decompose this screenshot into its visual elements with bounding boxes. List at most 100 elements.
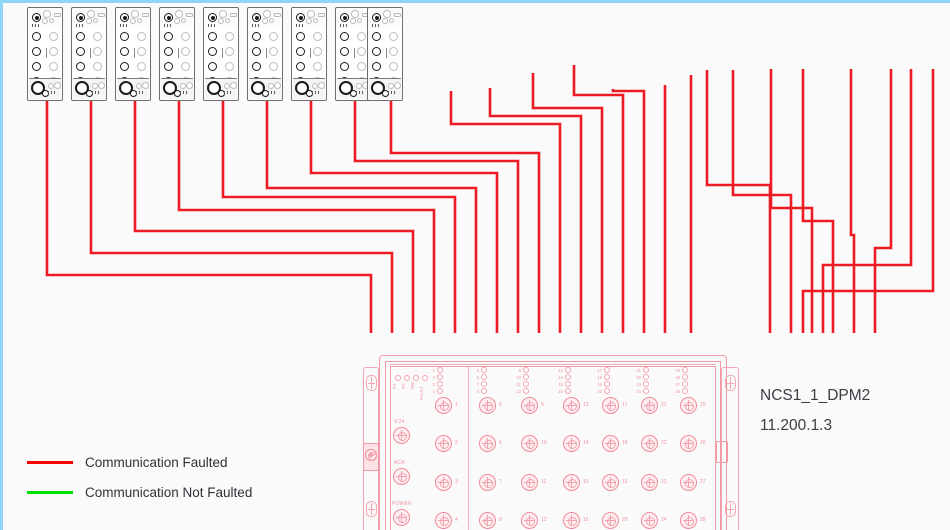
port-6[interactable] xyxy=(479,435,496,452)
led-rm xyxy=(413,375,419,381)
port-5[interactable] xyxy=(479,397,496,414)
port-number-23: 23 xyxy=(661,479,667,485)
port-7[interactable] xyxy=(479,474,496,491)
port-number-11: 11 xyxy=(541,479,547,485)
port-20[interactable] xyxy=(602,512,619,529)
port-led-num-15: 15 xyxy=(558,382,563,387)
field-module-2[interactable] xyxy=(71,7,107,101)
field-module-6[interactable] xyxy=(247,7,283,101)
port-2[interactable] xyxy=(435,435,452,452)
module-body xyxy=(337,28,369,86)
port-led-17 xyxy=(604,367,610,373)
field-module-4[interactable] xyxy=(159,7,195,101)
port-led-6 xyxy=(481,374,487,380)
field-module-8[interactable] xyxy=(335,7,371,101)
port-led-5 xyxy=(481,367,487,373)
port-number-16: 16 xyxy=(583,517,589,523)
field-module-3[interactable] xyxy=(115,7,151,101)
port-led-num-27: 27 xyxy=(675,382,680,387)
legend-item-faulted: Communication Faulted xyxy=(27,447,252,477)
cable-route-6 xyxy=(265,101,478,333)
field-module-9[interactable] xyxy=(367,7,403,101)
port-led-num-13: 13 xyxy=(558,368,563,373)
port-number-14: 14 xyxy=(583,440,589,446)
port-19[interactable] xyxy=(602,474,619,491)
port-led-23 xyxy=(643,381,649,387)
right-mounting-bracket xyxy=(721,367,739,530)
mount-hole-bottom-left xyxy=(366,501,377,517)
cable-route-1 xyxy=(45,101,373,333)
port-26[interactable] xyxy=(680,435,697,452)
legend-item-not-faulted: Communication Not Faulted xyxy=(27,477,252,507)
cable-route-17 xyxy=(705,70,772,333)
port-led-22 xyxy=(643,374,649,380)
module-header xyxy=(73,9,105,29)
led-p1 xyxy=(395,375,401,381)
cable-route-12 xyxy=(531,73,604,333)
port-number-24: 24 xyxy=(661,517,667,523)
port-led-num-8: 8 xyxy=(476,389,479,394)
port-led-28 xyxy=(682,388,688,394)
port-1[interactable] xyxy=(435,397,452,414)
port-led-num-24: 24 xyxy=(636,389,641,394)
port-number-2: 2 xyxy=(455,440,458,446)
port-24[interactable] xyxy=(641,512,658,529)
port-led-21 xyxy=(643,367,649,373)
port-18[interactable] xyxy=(602,435,619,452)
port-led-num-25: 25 xyxy=(675,368,680,373)
port-14[interactable] xyxy=(563,435,580,452)
port-8[interactable] xyxy=(479,512,496,529)
port-21[interactable] xyxy=(641,397,658,414)
module-body xyxy=(293,28,325,86)
port-led-num-14: 14 xyxy=(558,375,563,380)
cable-route-22 xyxy=(873,69,893,333)
module-body xyxy=(117,28,149,86)
dpm-panel[interactable]: P1 P2 RM FAULT V.24 ACA POWER 1 2 3 4 1 … xyxy=(363,353,743,530)
port-led-num-3: 3 xyxy=(432,382,435,387)
cable-route-3 xyxy=(133,101,415,333)
port-led-num-18: 18 xyxy=(597,375,602,380)
port-4[interactable] xyxy=(435,512,452,529)
port-12[interactable] xyxy=(521,512,538,529)
port-led-27 xyxy=(682,381,688,387)
port-17[interactable] xyxy=(602,397,619,414)
port-number-4: 4 xyxy=(455,517,458,523)
port-number-1: 1 xyxy=(455,402,458,408)
port-11[interactable] xyxy=(521,474,538,491)
connector-power[interactable] xyxy=(393,509,410,526)
field-module-5[interactable] xyxy=(203,7,239,101)
connector-v24[interactable] xyxy=(393,427,410,444)
connector-aca[interactable] xyxy=(393,468,410,485)
port-28[interactable] xyxy=(680,512,697,529)
latch-right xyxy=(716,441,728,463)
port-led-num-4: 4 xyxy=(432,389,435,394)
port-22[interactable] xyxy=(641,435,658,452)
module-header xyxy=(337,9,369,29)
port-led-num-1: 1 xyxy=(432,368,435,373)
port-led-12 xyxy=(523,388,529,394)
port-9[interactable] xyxy=(521,397,538,414)
field-module-7[interactable] xyxy=(291,7,327,101)
cable-route-8 xyxy=(353,101,520,333)
cable-route-20 xyxy=(801,69,835,333)
module-footer xyxy=(117,78,149,99)
port-15[interactable] xyxy=(563,474,580,491)
port-led-2 xyxy=(437,374,443,380)
port-number-26: 26 xyxy=(700,440,706,446)
port-23[interactable] xyxy=(641,474,658,491)
port-10[interactable] xyxy=(521,435,538,452)
module-footer xyxy=(293,78,325,99)
port-13[interactable] xyxy=(563,397,580,414)
port-3[interactable] xyxy=(435,474,452,491)
port-25[interactable] xyxy=(680,397,697,414)
port-led-20 xyxy=(604,388,610,394)
port-27[interactable] xyxy=(680,474,697,491)
field-module-1[interactable] xyxy=(27,7,63,101)
port-number-6: 6 xyxy=(499,440,502,446)
module-header xyxy=(29,9,61,29)
port-led-4 xyxy=(437,388,443,394)
port-led-8 xyxy=(481,388,487,394)
port-led-25 xyxy=(682,367,688,373)
port-16[interactable] xyxy=(563,512,580,529)
